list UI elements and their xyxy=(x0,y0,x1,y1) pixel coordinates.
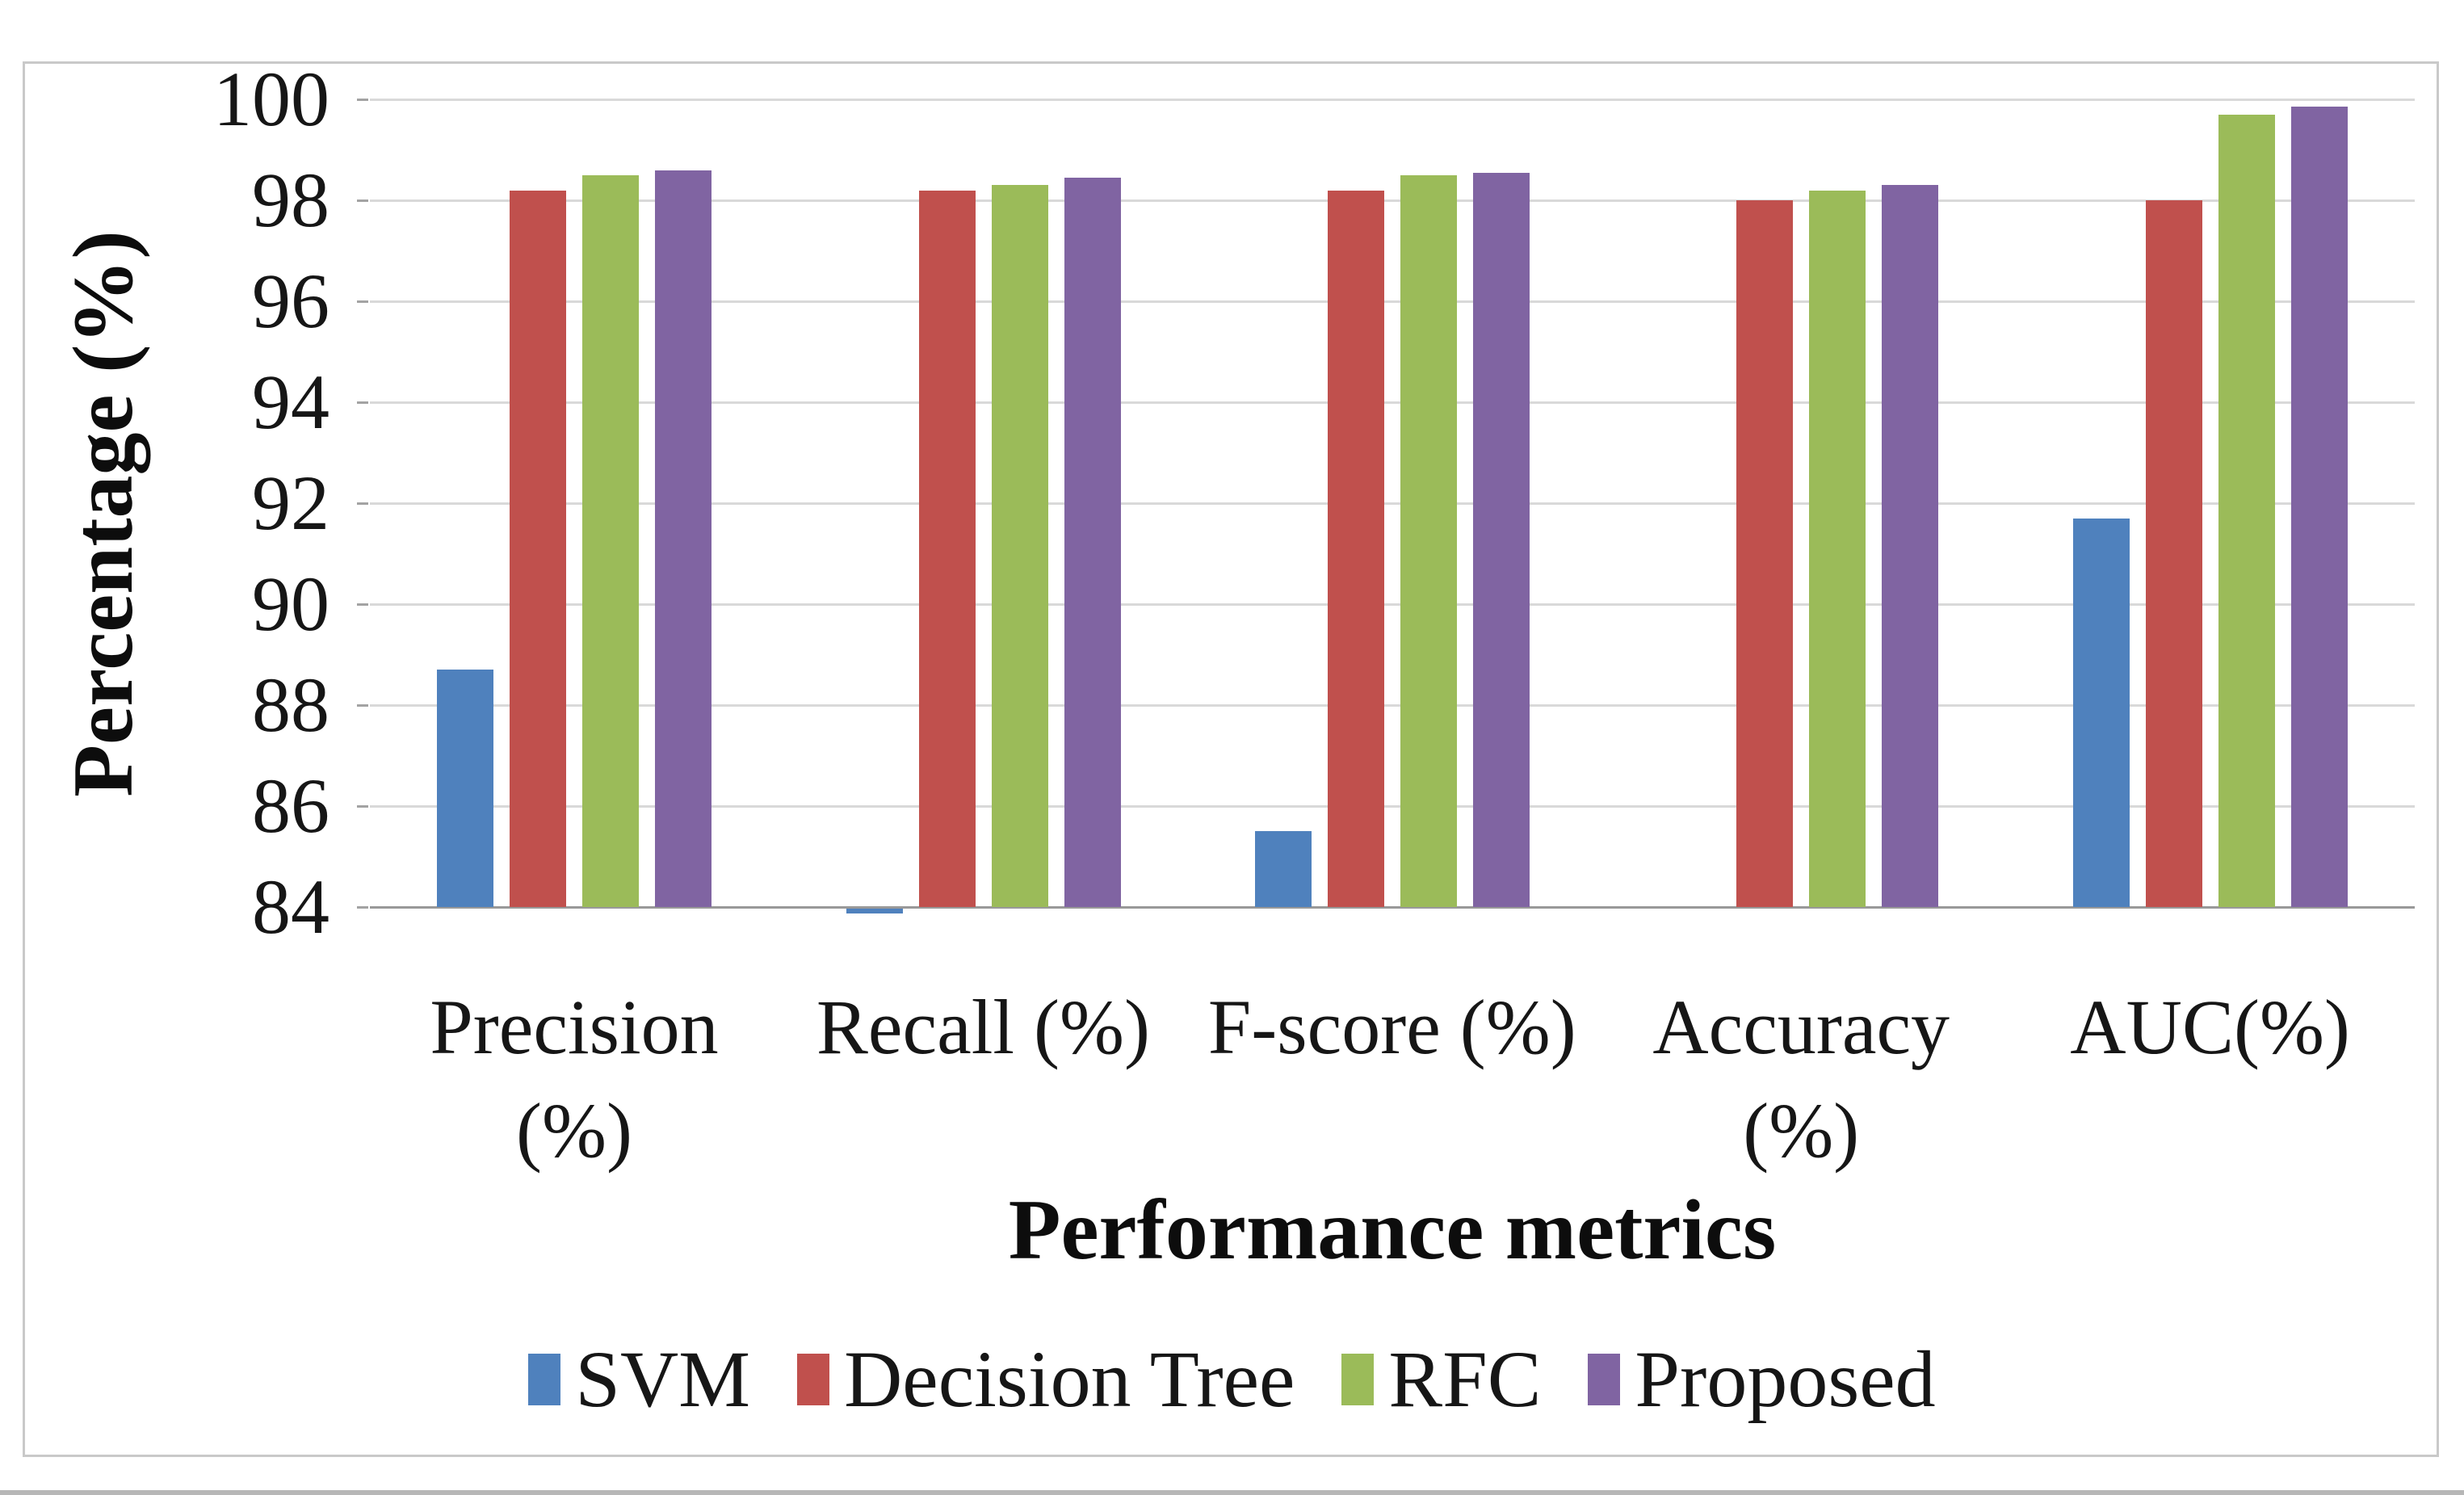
gridline xyxy=(370,603,2415,606)
bar-rfc-precision xyxy=(582,174,640,907)
bar-proposed-recall xyxy=(1064,177,1121,907)
bar-proposed-auc xyxy=(2290,107,2348,907)
legend-item-proposed: Proposed xyxy=(1588,1331,1936,1428)
figure-border xyxy=(23,61,2439,1457)
legend-label: Decision Tree xyxy=(844,1334,1295,1424)
x-category-label-precision: Precision (%) xyxy=(370,976,779,1182)
bar-decision-tree-auc xyxy=(2145,200,2202,907)
x-category-label-line: Recall (%) xyxy=(816,984,1150,1070)
y-tick-mark xyxy=(357,300,368,303)
gridline xyxy=(370,704,2415,707)
y-tick-label: 86 xyxy=(252,762,330,849)
y-tick-mark xyxy=(357,199,368,202)
bar-svm-auc xyxy=(2072,518,2130,907)
y-tick-mark xyxy=(357,502,368,505)
bar-svm-f-score xyxy=(1255,831,1312,907)
bar-rfc-accuracy xyxy=(1809,190,1866,907)
legend-swatch-svm xyxy=(528,1354,561,1405)
x-axis-title: Performance metrics xyxy=(1008,1182,1777,1277)
legend-label: SVM xyxy=(575,1334,751,1424)
x-axis-line xyxy=(370,906,2415,909)
x-category-label-f-score: F-score (%) xyxy=(1188,976,1597,1079)
figure-bottom-edge xyxy=(0,1490,2464,1495)
x-category-label-line: (%) xyxy=(1743,1087,1860,1174)
legend-label: RFC xyxy=(1388,1334,1542,1424)
y-tick-mark xyxy=(357,401,368,404)
x-category-label-line: Accuracy xyxy=(1652,984,1950,1070)
x-category-label-line: (%) xyxy=(516,1087,632,1174)
x-category-label-recall: Recall (%) xyxy=(779,976,1187,1079)
bar-proposed-accuracy xyxy=(1882,185,1939,907)
legend-item-svm: SVM xyxy=(528,1331,750,1428)
x-category-label-accuracy: Accuracy (%) xyxy=(1597,976,2005,1182)
legend-item-decision-tree: Decision Tree xyxy=(797,1331,1295,1428)
bar-proposed-f-score xyxy=(1473,172,1530,907)
bar-rfc-auc xyxy=(2218,114,2275,907)
bar-decision-tree-f-score xyxy=(1328,190,1384,907)
y-tick-mark xyxy=(357,805,368,808)
x-category-label-line: F-score (%) xyxy=(1207,984,1576,1070)
gridline xyxy=(370,300,2415,303)
legend-swatch-proposed xyxy=(1588,1354,1621,1405)
y-tick-mark xyxy=(357,906,368,909)
y-tick-label: 84 xyxy=(252,863,330,950)
y-tick-label: 94 xyxy=(252,359,330,445)
gridline xyxy=(370,99,2415,101)
bar-svm-recall xyxy=(846,909,903,914)
bar-svm-precision xyxy=(437,670,494,907)
x-category-label-line: Precision xyxy=(430,984,719,1070)
legend-swatch-decision-tree xyxy=(797,1354,830,1405)
bar-decision-tree-accuracy xyxy=(1736,200,1794,907)
bar-decision-tree-recall xyxy=(918,190,976,907)
gridline xyxy=(370,805,2415,808)
y-tick-label: 96 xyxy=(252,258,330,344)
y-tick-label: 98 xyxy=(252,157,330,243)
gridline xyxy=(370,502,2415,505)
y-tick-label: 88 xyxy=(252,661,330,748)
bar-proposed-precision xyxy=(655,170,712,907)
legend: SVM Decision Tree RFC Proposed xyxy=(0,1331,2464,1428)
legend-item-rfc: RFC xyxy=(1341,1331,1541,1428)
y-tick-mark xyxy=(357,704,368,707)
bar-decision-tree-precision xyxy=(510,190,567,907)
bar-rfc-recall xyxy=(991,185,1048,907)
x-category-label-auc: AUC(%) xyxy=(2006,976,2415,1079)
y-tick-label: 92 xyxy=(252,460,330,546)
legend-label: Proposed xyxy=(1635,1334,1936,1424)
gridline xyxy=(370,401,2415,404)
bar-rfc-f-score xyxy=(1400,174,1457,907)
y-tick-mark xyxy=(357,99,368,101)
legend-swatch-rfc xyxy=(1341,1354,1375,1405)
y-tick-label: 100 xyxy=(213,56,330,142)
x-category-label-line: AUC(%) xyxy=(2070,984,2350,1070)
y-tick-label: 90 xyxy=(252,561,330,647)
gridline xyxy=(370,199,2415,202)
y-tick-mark xyxy=(357,603,368,606)
